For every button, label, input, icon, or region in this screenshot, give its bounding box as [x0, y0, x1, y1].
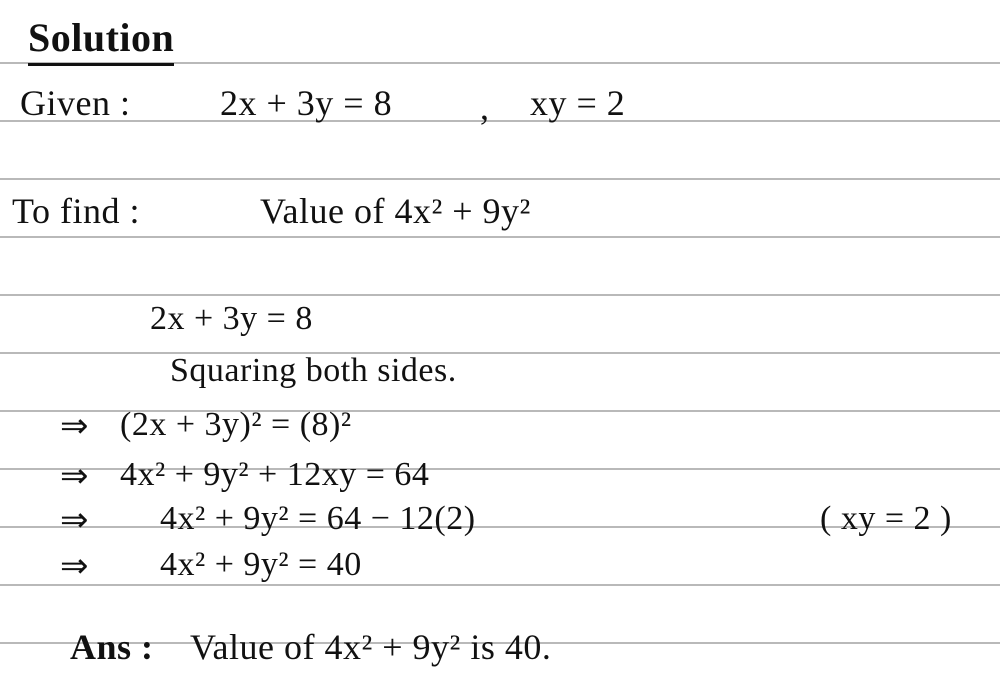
arrow-icon: ⇒ — [60, 546, 89, 586]
step2: Squaring both sides. — [170, 352, 457, 390]
tofind-label: To find : — [12, 190, 140, 232]
step1: 2x + 3y = 8 — [150, 300, 313, 338]
answer-text: Value of 4x² + 9y² is 40. — [190, 626, 551, 668]
arrow-icon: ⇒ — [60, 500, 89, 540]
given-eq1: 2x + 3y = 8 — [220, 82, 392, 124]
step5-note: ( xy = 2 ) — [820, 500, 952, 538]
given-label: Given : — [20, 82, 130, 124]
arrow-icon: ⇒ — [60, 456, 89, 496]
step6: 4x² + 9y² = 40 — [160, 546, 362, 584]
given-eq2: xy = 2 — [530, 82, 625, 124]
step3: (2x + 3y)² = (8)² — [120, 406, 352, 444]
handwritten-solution-page: Solution Given : 2x + 3y = 8 , xy = 2 To… — [0, 0, 1000, 679]
given-comma: , — [480, 86, 490, 128]
tofind-text: Value of 4x² + 9y² — [260, 190, 531, 232]
answer-label: Ans : — [70, 626, 154, 668]
step4: 4x² + 9y² + 12xy = 64 — [120, 456, 429, 494]
step5: 4x² + 9y² = 64 − 12(2) — [160, 500, 476, 538]
heading-solution: Solution — [28, 14, 174, 66]
arrow-icon: ⇒ — [60, 406, 89, 446]
ruled-lines — [0, 0, 1000, 679]
